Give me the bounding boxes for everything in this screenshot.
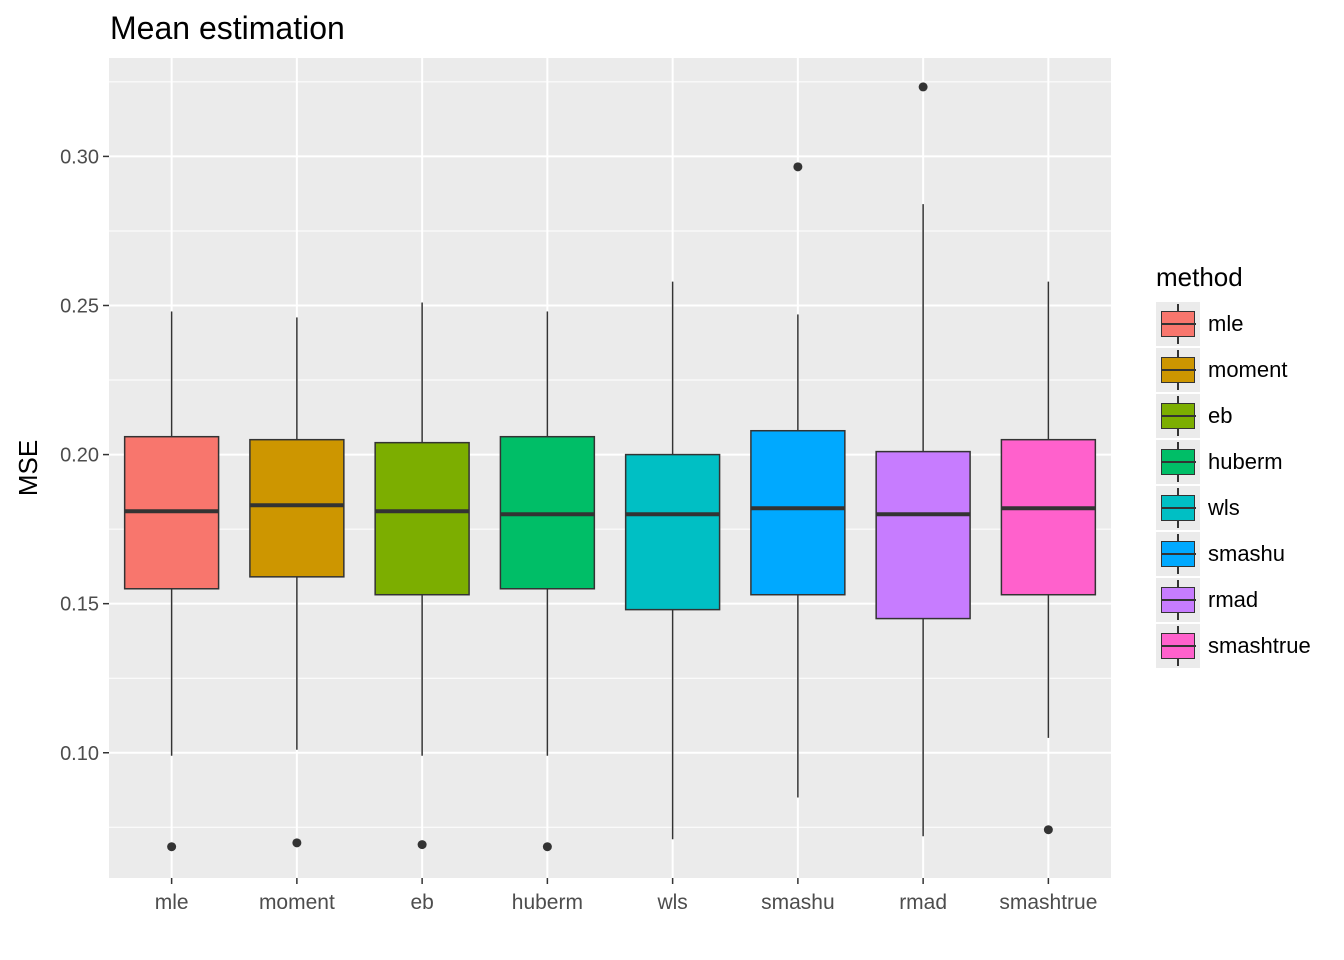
box-mle: [123, 311, 220, 852]
legend-key-smashu: [1156, 532, 1200, 576]
legend-item-moment: moment: [1156, 347, 1311, 393]
box-iqr: [374, 441, 470, 596]
box-moment: [249, 317, 345, 848]
box-huberm: [499, 311, 596, 852]
box-iqr: [875, 450, 971, 620]
box-iqr: [249, 438, 345, 578]
box-iqr: [624, 453, 721, 611]
legend-title: method: [1156, 262, 1243, 292]
outlier-point: [417, 840, 427, 850]
chart-title: Mean estimation: [110, 10, 345, 46]
y-tick-label: 0.20: [60, 445, 99, 467]
box-iqr: [1000, 438, 1097, 596]
legend-item-smashtrue: smashtrue: [1156, 623, 1311, 669]
legend-label: mle: [1208, 311, 1244, 336]
y-tick-label: 0.15: [60, 594, 99, 616]
legend-label: smashtrue: [1208, 633, 1311, 658]
legend-item-smashu: smashu: [1156, 531, 1311, 577]
legend-label: smashu: [1208, 541, 1286, 566]
legend-key-wls: [1156, 486, 1200, 530]
legend-label: rmad: [1208, 587, 1259, 612]
outlier-point: [292, 838, 302, 848]
x-tick-label: moment: [259, 891, 335, 914]
y-tick-label: 0.10: [60, 743, 99, 765]
legend-key-eb: [1156, 394, 1200, 438]
legend-items: mle moment eb huberm wls smashu rmad smashtrue: [1156, 301, 1311, 669]
outlier-point: [542, 842, 552, 852]
legend-key-rmad: [1156, 578, 1200, 622]
x-tick-label: smashu: [761, 891, 835, 914]
x-tick-label: smashtrue: [999, 891, 1097, 914]
legend-key-mle: [1156, 302, 1200, 346]
outlier-point: [918, 82, 928, 92]
legend-label: wls: [1208, 495, 1240, 520]
legend-label: eb: [1208, 403, 1233, 428]
legend-item-wls: wls: [1156, 485, 1311, 531]
outlier-point: [793, 162, 803, 172]
box-smashtrue: [1000, 281, 1097, 835]
x-tick-label: mle: [155, 891, 189, 914]
outlier-point: [1043, 825, 1053, 835]
legend: method mle moment eb huberm wls smashu rmad sma…: [1156, 262, 1311, 669]
x-tick-label: rmad: [899, 891, 947, 914]
x-tick-label: huberm: [512, 891, 583, 914]
y-tick-label: 0.25: [60, 295, 99, 317]
box-eb: [374, 302, 470, 850]
box-iqr: [750, 429, 846, 596]
legend-item-eb: eb: [1156, 393, 1311, 439]
legend-key-huberm: [1156, 440, 1200, 484]
legend-item-rmad: rmad: [1156, 577, 1311, 623]
legend-key-moment: [1156, 348, 1200, 392]
box-rmad: [875, 82, 971, 837]
x-tick-label: eb: [410, 891, 433, 914]
legend-label: moment: [1208, 357, 1288, 382]
legend-item-huberm: huberm: [1156, 439, 1311, 485]
box-smashu: [750, 162, 846, 798]
y-axis-title: MSE: [13, 440, 43, 496]
box-wls: [624, 281, 721, 840]
x-tick-label: wls: [656, 891, 687, 914]
legend-label: huberm: [1208, 449, 1283, 474]
legend-key-smashtrue: [1156, 624, 1200, 668]
y-tick-label: 0.30: [60, 146, 99, 168]
legend-item-mle: mle: [1156, 301, 1311, 347]
outlier-point: [167, 842, 177, 852]
